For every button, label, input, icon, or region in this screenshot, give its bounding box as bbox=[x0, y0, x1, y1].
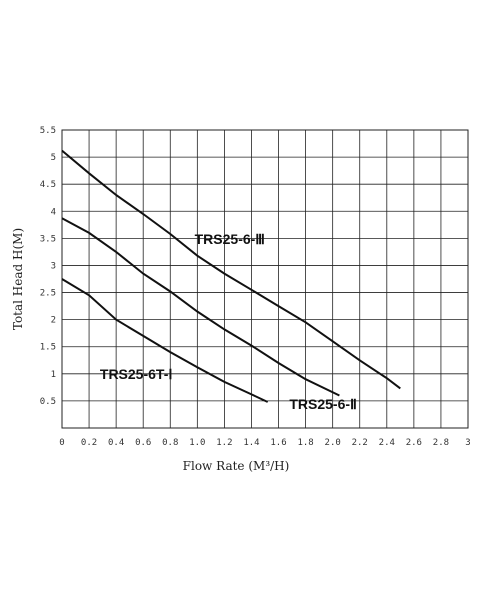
x-tick-label: 0.6 bbox=[135, 438, 151, 448]
x-tick-label: 2.4 bbox=[379, 438, 395, 448]
grid-lines bbox=[62, 130, 468, 428]
x-tick-label: 0.2 bbox=[81, 438, 97, 448]
y-tick-label: 2.5 bbox=[40, 289, 56, 299]
x-tick-label: 1.4 bbox=[243, 438, 259, 448]
y-tick-label: 4.5 bbox=[40, 180, 56, 190]
y-tick-label: 2 bbox=[51, 316, 56, 326]
y-tick-labels: 0.5 1 1.5 2 2.5 3 3.5 4 4.5 5 5.5 bbox=[40, 126, 56, 407]
x-tick-label: 3 bbox=[465, 438, 470, 448]
x-axis-title: Flow Rate (M³/H) bbox=[183, 459, 290, 473]
x-tick-label: 2.8 bbox=[433, 438, 449, 448]
x-tick-label: 0.8 bbox=[162, 438, 178, 448]
y-tick-label: 3 bbox=[51, 261, 56, 271]
curve-label-2: TRS25-6-Ⅱ bbox=[289, 396, 357, 412]
y-tick-label: 4 bbox=[51, 207, 56, 217]
x-tick-label: 1.0 bbox=[189, 438, 205, 448]
x-tick-label: 2.2 bbox=[352, 438, 368, 448]
x-tick-labels: 0 0.2 0.4 0.6 0.8 1.0 1.2 1.4 1.6 1.8 2.0 2.2 2.4 2.6… bbox=[59, 438, 470, 448]
x-tick-label: 2.0 bbox=[325, 438, 341, 448]
curve-label-1: TRS25-6-Ⅲ bbox=[195, 231, 265, 247]
series-line-1 bbox=[61, 149, 401, 390]
y-tick-label: 5 bbox=[51, 153, 56, 163]
x-tick-label: 2.6 bbox=[406, 438, 422, 448]
series-line-2 bbox=[61, 217, 340, 397]
curve-label-3: TRS25-6T-Ⅰ bbox=[100, 366, 173, 382]
y-tick-label: 5.5 bbox=[40, 126, 56, 136]
x-tick-label: 1.8 bbox=[297, 438, 313, 448]
plot-frame bbox=[61, 129, 469, 429]
y-tick-label: 0.5 bbox=[40, 397, 56, 407]
curves bbox=[61, 149, 401, 403]
y-tick-label: 1.5 bbox=[40, 343, 56, 353]
curve-labels: TRS25-6-Ⅲ TRS25-6-Ⅱ TRS25-6T-Ⅰ bbox=[100, 231, 357, 412]
x-tick-label: 0 bbox=[59, 438, 64, 448]
y-axis-title: Total Head H(M) bbox=[11, 228, 25, 330]
x-tick-label: 1.6 bbox=[270, 438, 286, 448]
y-tick-label: 3.5 bbox=[40, 234, 56, 244]
x-tick-label: 0.4 bbox=[108, 438, 124, 448]
x-tick-label: 1.2 bbox=[216, 438, 232, 448]
y-tick-label: 1 bbox=[51, 370, 56, 380]
series-line-3 bbox=[61, 278, 269, 403]
